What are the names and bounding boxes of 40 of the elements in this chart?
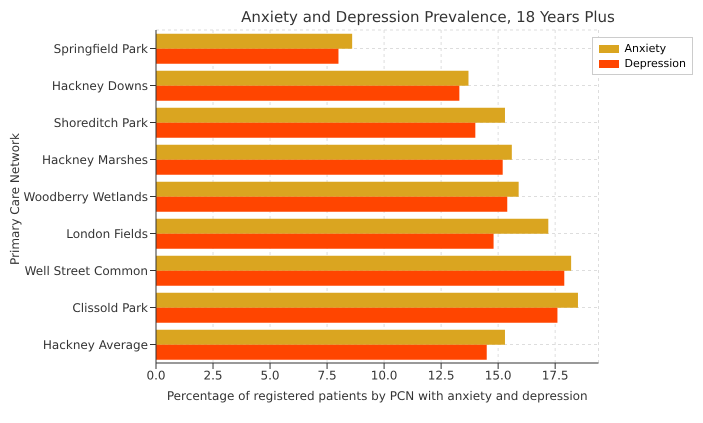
- x-tick-label: 7.5: [318, 368, 337, 383]
- x-tick-label: 2.5: [203, 368, 223, 383]
- bar: [156, 308, 558, 323]
- legend-label: Anxiety: [624, 41, 666, 56]
- bar: [156, 122, 476, 138]
- bar: [156, 292, 578, 308]
- y-tick-label: Springfield Park: [54, 42, 148, 56]
- y-tick-label: Woodberry Wetlands: [24, 190, 148, 204]
- bar: [156, 144, 512, 160]
- y-tick-label: Hackney Average: [42, 338, 148, 352]
- x-tick-label: 5.0: [260, 368, 280, 383]
- bar: [156, 196, 508, 212]
- bar: [156, 108, 505, 123]
- x-tick-label: 15.0: [484, 368, 512, 383]
- x-axis-title: Percentage of registered patients by PCN with anxiety and depression: [166, 389, 588, 403]
- bar: [156, 234, 494, 249]
- bar: [156, 182, 519, 197]
- bar: [156, 270, 564, 286]
- y-tick-label: Hackney Downs: [52, 78, 148, 93]
- y-tick-label: Hackney Marshes: [42, 152, 148, 167]
- y-tick-label: Well Street Common: [24, 264, 148, 278]
- y-tick-label: Clissold Park: [72, 300, 148, 315]
- bar: [156, 344, 487, 360]
- x-tick-label: 17.5: [542, 368, 569, 383]
- x-tick-label: 12.5: [428, 368, 454, 383]
- chart-title: Anxiety and Depression Prevalence, 18 Years Plus: [240, 8, 616, 26]
- legend-label: Depression: [624, 56, 686, 71]
- bar: [156, 256, 572, 271]
- bar: [156, 86, 460, 101]
- bar: [156, 48, 338, 64]
- bar: [156, 160, 503, 175]
- bar: [156, 330, 505, 345]
- x-tick-label: 10.0: [370, 368, 398, 383]
- bar: [156, 218, 548, 234]
- bar: [156, 70, 468, 86]
- y-tick-label: London Fields: [66, 226, 148, 241]
- y-axis-title: Primary Care Network: [8, 133, 22, 265]
- y-tick-label: Shoreditch Park: [54, 116, 148, 130]
- bar: [156, 34, 352, 49]
- x-tick-label: 0.0: [146, 368, 166, 383]
